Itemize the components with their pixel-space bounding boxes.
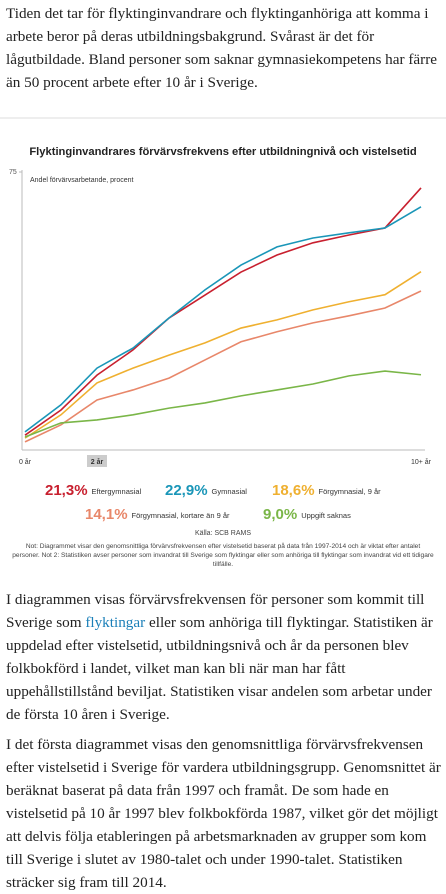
legend-label: Förgymnasial, kortare än 9 år [132,511,230,520]
line [24,290,422,443]
intro: Tiden det tar för flyktinginvandrare och… [6,5,438,91]
legend-value: 21,3% [45,482,88,499]
legend-label: Förgymnasial, 9 år [319,487,382,496]
text: eller som anhöriga till flyktingar. Stat… [6,614,433,723]
chart-title: Flyktinginvandrares förvärvsfrekvens eft… [29,146,416,158]
line [24,187,422,436]
legend-value: 22,9% [165,482,208,499]
line [24,370,422,438]
x-tick-label: 0 år [19,458,32,466]
text: I diagrammen visas förvärvsfrekvensen fö… [6,591,425,631]
y-axis-label: Andel förvärvsarbetande, procent [30,177,134,184]
legend-label: Gymnasial [212,487,248,496]
x-tick-highlight [87,455,107,467]
y-tick-label: 75 [9,169,17,176]
legend-label: Eftergymnasial [92,487,142,496]
body-paragraph: I det första diagrammet visas den genoms… [6,736,441,891]
line [24,271,422,439]
legend-value: 18,6% [272,482,315,499]
legend-value: 14,1% [85,506,128,523]
note: Not: Diagrammet visar den genomsnittliga… [12,543,434,568]
page: Tiden det tar för flyktinginvandrare och… [0,5,446,891]
legend-value: 9,0% [263,506,297,523]
source: Källa: SCB RAMS [195,530,251,537]
chart: Flyktinginvandrares förvärvsfrekvens eft… [0,117,446,537]
x-tick-label: 2 år [91,458,104,466]
body-paragraph: I diagrammen visas förvärvsfrekvensen fö… [6,588,442,726]
link[interactable]: flyktingar [85,614,146,631]
legend-label: Uppgift saknas [301,511,351,520]
line [24,206,422,433]
x-tick-label: 10+ år [411,458,432,466]
